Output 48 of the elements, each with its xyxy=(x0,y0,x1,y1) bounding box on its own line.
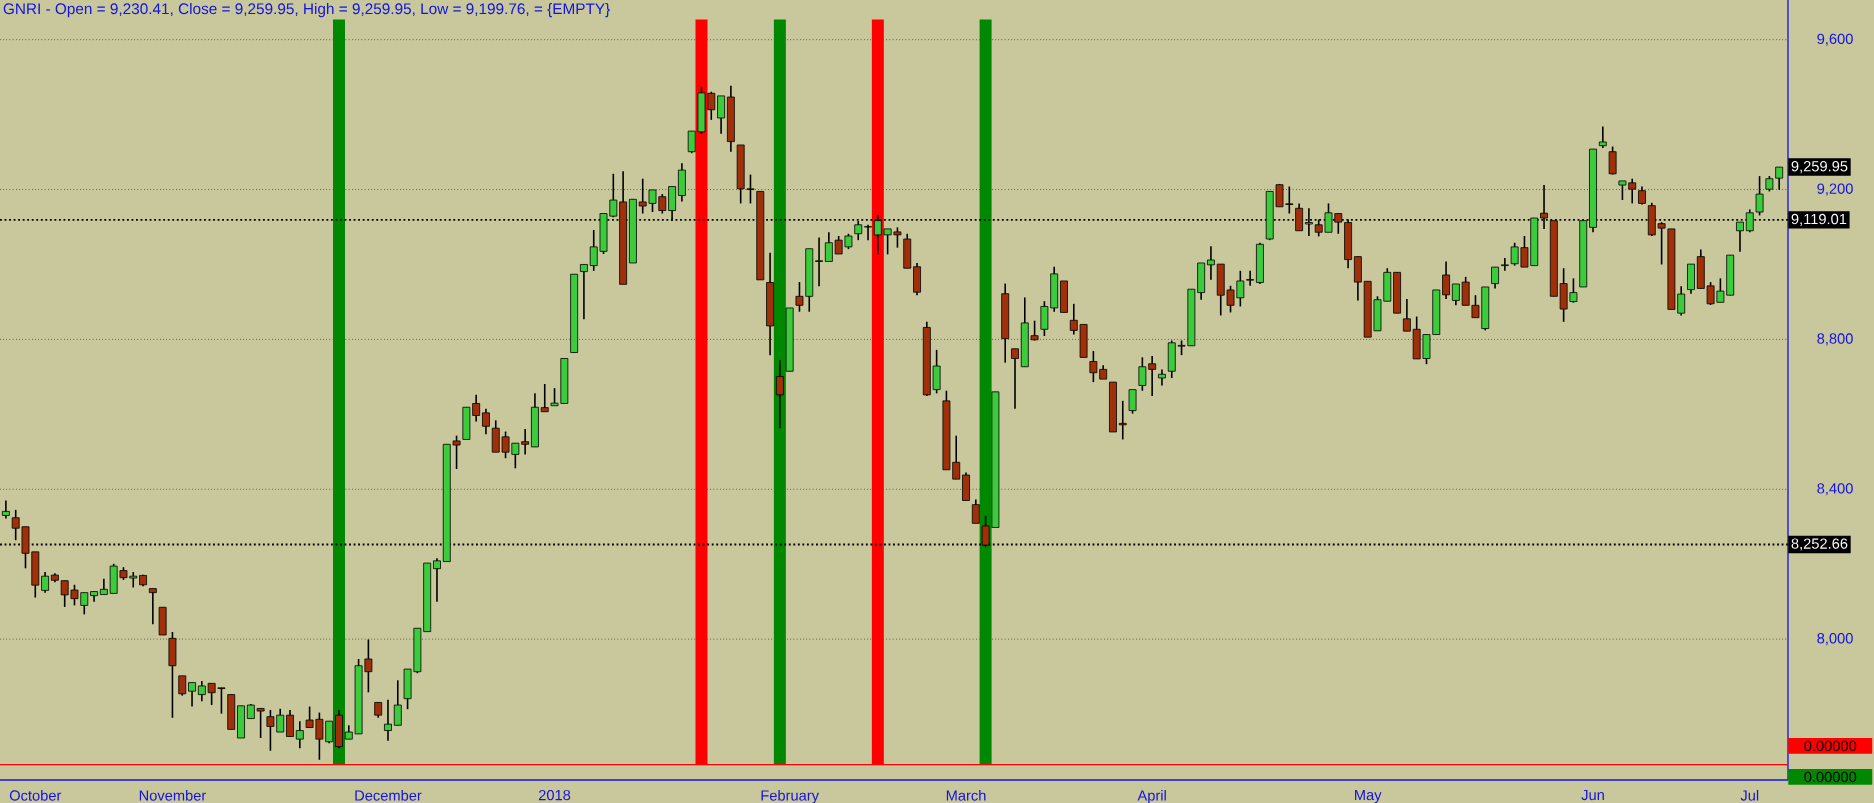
y-tick-label: 8,400 xyxy=(1817,483,1853,496)
candlestick xyxy=(393,679,402,727)
text: 0.00000 xyxy=(1804,771,1857,783)
x-tick-label: March xyxy=(946,789,986,801)
y-tick-label: 9,600 xyxy=(1817,33,1853,46)
candlestick xyxy=(1500,257,1509,272)
x-tick-label: February xyxy=(761,789,819,803)
candlestick xyxy=(775,359,784,429)
candlestick xyxy=(433,557,441,603)
candlestick xyxy=(295,720,304,749)
x-tick-label: April xyxy=(1137,789,1166,803)
x-tick-label: 2018 xyxy=(538,789,571,801)
candlestick xyxy=(1207,245,1215,281)
candlestick xyxy=(1491,266,1499,290)
x-tick-label: October xyxy=(9,789,62,801)
text: 9,259.95 xyxy=(1791,161,1848,174)
x-tick-label: Jun xyxy=(1581,789,1604,801)
y-tick-label: 9,200 xyxy=(1817,183,1853,196)
candlestick xyxy=(864,223,872,241)
candlestick xyxy=(188,681,196,708)
ref-line-label: 9,119.01 xyxy=(1791,213,1847,226)
candlestick xyxy=(815,236,823,288)
candlestick xyxy=(384,699,392,742)
candlestick xyxy=(41,571,50,594)
text: 0.00000 xyxy=(1804,740,1857,752)
x-tick-label: December xyxy=(355,789,422,801)
x-tick-label: November xyxy=(139,789,207,801)
candlestick xyxy=(1608,145,1617,176)
candlestick xyxy=(1128,388,1137,415)
candlestick xyxy=(482,407,490,435)
candlestick xyxy=(1011,347,1019,410)
candlestick xyxy=(286,709,294,738)
chart-title: GNRI - Open = 9,230.41, Close = 9,259.95, High = 9,259.95, Low = 9,199.76, = {EMPTY} xyxy=(3,2,610,18)
candlestick xyxy=(1118,400,1127,441)
ref-line-label: 8,252.66 xyxy=(1791,538,1848,551)
candlestick xyxy=(971,498,980,525)
y-tick-label: 8,000 xyxy=(1817,633,1853,646)
candlestick xyxy=(1598,125,1607,149)
x-tick-label: Jul xyxy=(1740,789,1759,801)
candlestick xyxy=(668,185,677,222)
y-tick-label: 8,800 xyxy=(1817,333,1853,346)
candlestick xyxy=(580,263,588,320)
x-tick-label: May xyxy=(1355,789,1382,803)
candlestick xyxy=(148,587,157,625)
candlestick xyxy=(178,675,187,697)
candlestick xyxy=(540,383,549,413)
candlestick xyxy=(717,95,726,135)
candlestick xyxy=(1442,260,1450,300)
